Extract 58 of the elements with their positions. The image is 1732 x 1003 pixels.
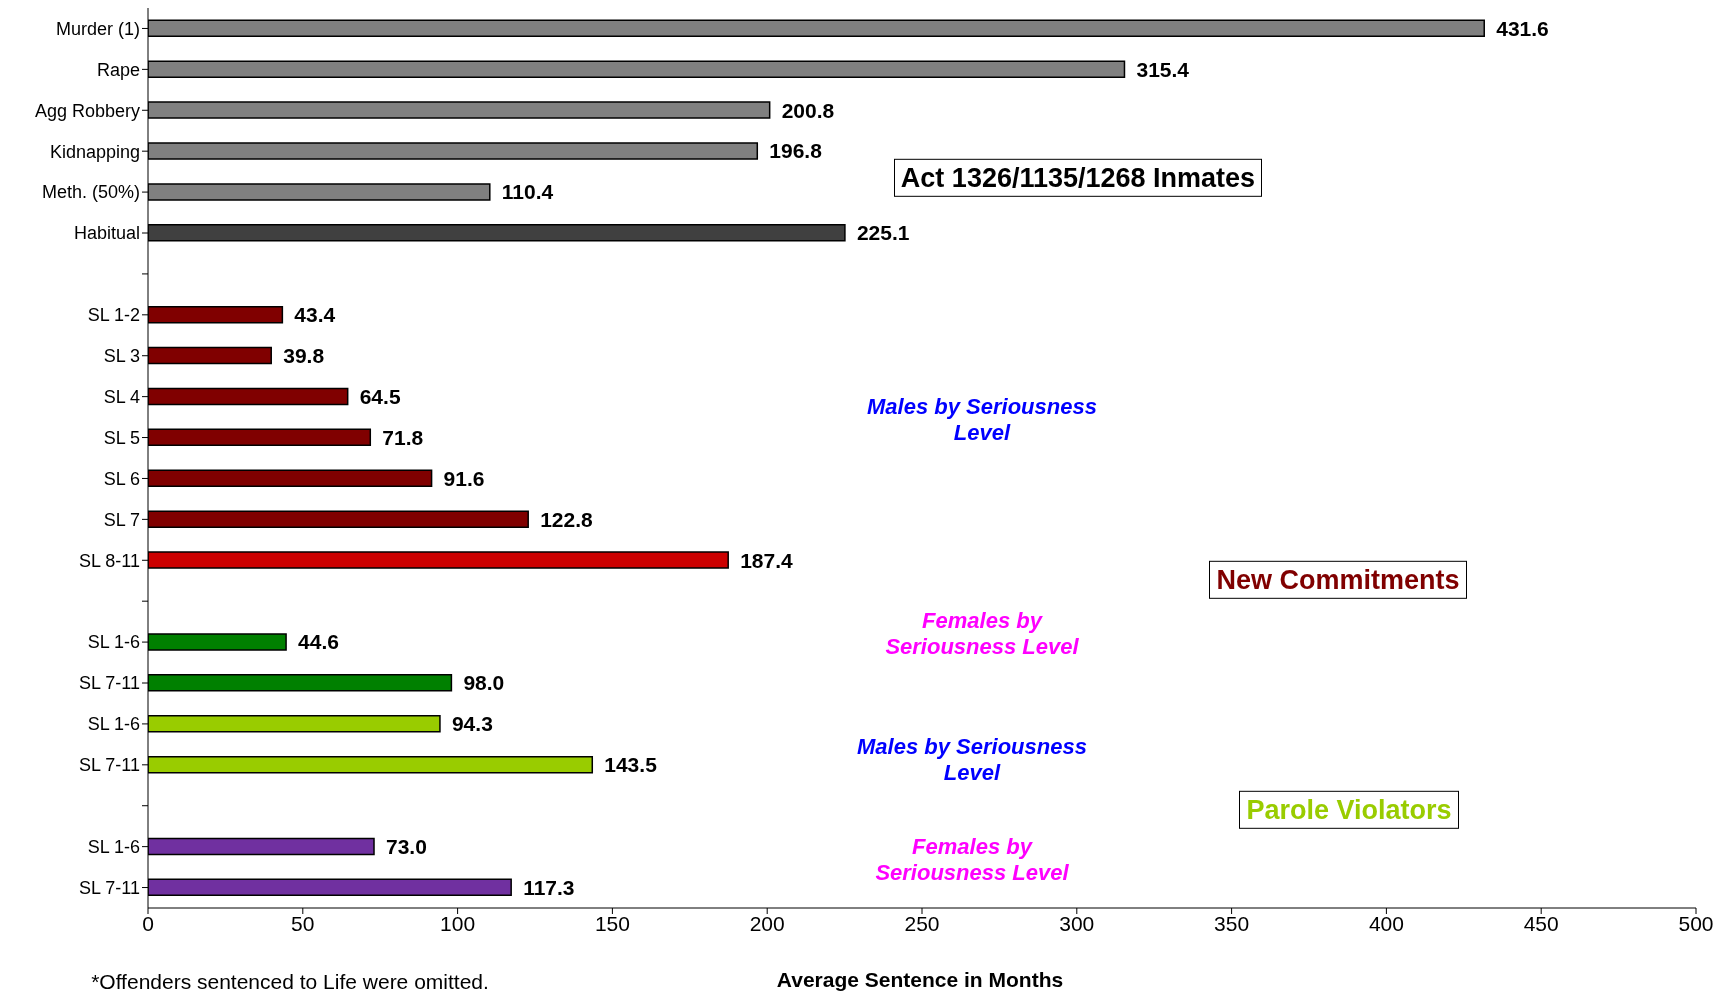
x-tick-label: 250 xyxy=(904,911,940,935)
data-label: 64.5 xyxy=(359,384,401,408)
x-tick-label: 500 xyxy=(1678,911,1714,935)
x-axis-title: Average Sentence in Months xyxy=(775,968,1065,992)
y-tick-label: SL 7-11 xyxy=(78,673,140,694)
x-tick-label: 300 xyxy=(1059,911,1095,935)
data-label: 91.6 xyxy=(443,466,485,490)
data-label: 143.5 xyxy=(604,753,658,777)
data-label: 110.4 xyxy=(501,180,554,204)
y-tick-label: SL 1-2 xyxy=(87,305,140,326)
y-tick-label: Meth. (50%) xyxy=(41,182,140,203)
y-tick-label: SL 6 xyxy=(103,468,140,489)
y-tick-label: SL 8-11 xyxy=(78,550,140,571)
y-tick-label: SL 4 xyxy=(103,387,140,408)
data-label: 225.1 xyxy=(856,221,910,245)
x-tick-label: 0 xyxy=(142,911,154,935)
y-tick-label: Agg Robbery xyxy=(34,100,140,121)
data-label: 73.0 xyxy=(386,834,427,858)
annotation: Males by Seriousness Level xyxy=(866,393,1098,447)
annotation: Females by Seriousness Level xyxy=(874,833,1070,887)
annotation: Females by Seriousness Level xyxy=(884,607,1080,661)
data-label: 98.0 xyxy=(463,671,505,695)
y-tick-label: SL 7 xyxy=(103,509,140,530)
annotation: Males by Seriousness Level xyxy=(856,733,1088,787)
data-label: 44.6 xyxy=(298,630,339,654)
y-tick-label: SL 1-6 xyxy=(87,632,140,653)
y-tick-label: SL 1-6 xyxy=(87,837,140,858)
data-label: 71.8 xyxy=(382,425,424,449)
y-tick-label: SL 5 xyxy=(103,427,140,448)
data-label: 315.4 xyxy=(1136,57,1190,81)
data-label: 200.8 xyxy=(781,98,835,122)
y-tick-label: Habitual xyxy=(73,223,140,244)
y-tick-label: SL 7-11 xyxy=(78,755,140,776)
annotation: New Commitments xyxy=(1209,560,1467,600)
text: *Offenders sentenced to Life were omitted. xyxy=(91,969,489,995)
y-tick-label: Murder (1) xyxy=(55,18,140,39)
x-tick-label: 150 xyxy=(594,911,630,935)
data-label: 122.8 xyxy=(540,507,594,531)
x-tick-label: 400 xyxy=(1368,911,1404,935)
data-label: 187.4 xyxy=(740,548,794,572)
data-label: 196.8 xyxy=(769,139,823,163)
y-tick-label: Rape xyxy=(96,59,140,80)
data-label: 39.8 xyxy=(283,344,325,367)
x-tick-label: 200 xyxy=(749,911,785,935)
annotation: Act 1326/1135/1268 Inmates xyxy=(893,158,1263,198)
y-tick-label: SL 3 xyxy=(103,346,140,367)
data-label: 43.4 xyxy=(294,303,336,327)
x-tick-label: 350 xyxy=(1214,911,1250,935)
data-label: 94.3 xyxy=(451,712,493,736)
x-tick-label: 450 xyxy=(1523,911,1559,935)
x-tick-label: 50 xyxy=(291,911,315,935)
data-label: 431.6 xyxy=(1496,16,1549,40)
annotation: Parole Violators xyxy=(1239,790,1459,830)
x-tick-label: 100 xyxy=(440,911,476,935)
y-tick-label: SL 7-11 xyxy=(78,877,140,898)
data-label: 117.3 xyxy=(523,875,575,899)
y-tick-label: Kidnapping xyxy=(49,141,140,162)
y-tick-label: SL 1-6 xyxy=(87,714,140,735)
